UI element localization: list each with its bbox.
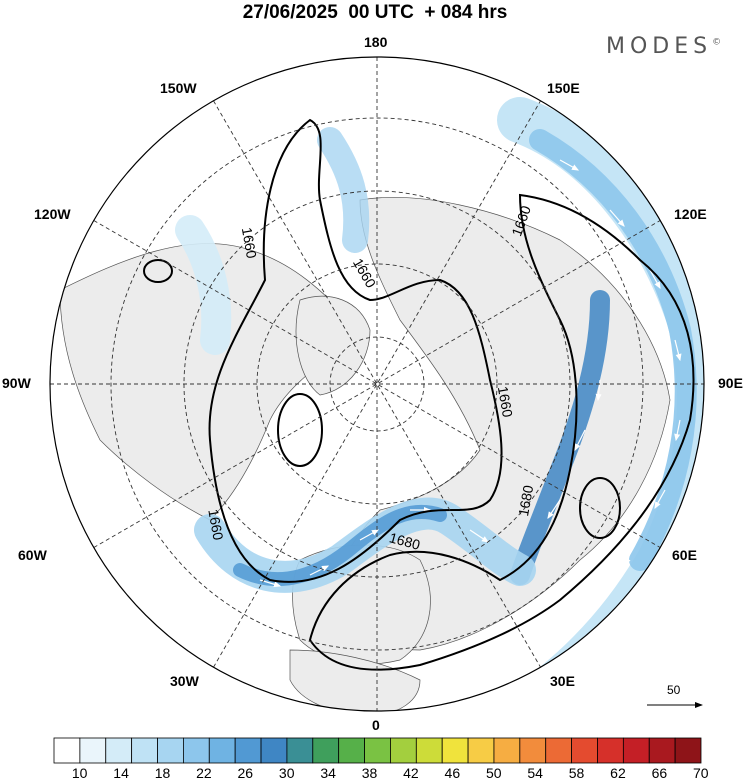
land-masses xyxy=(59,197,671,711)
brand-name: MODES xyxy=(606,34,713,59)
colorbar-swatch xyxy=(519,737,547,764)
colorbar-tick-label: 70 xyxy=(693,765,709,781)
map-border xyxy=(49,56,705,712)
lon-label-120e: 120E xyxy=(674,206,707,222)
lon-label-150w: 150W xyxy=(160,80,197,96)
lon-label-180: 180 xyxy=(364,34,388,50)
contour-label: 1680 xyxy=(515,484,536,518)
colorbar-swatch xyxy=(312,737,340,764)
wind-vector xyxy=(309,565,330,576)
wind-vector xyxy=(674,339,682,362)
graticule xyxy=(50,57,704,711)
colorbar-swatch xyxy=(493,737,521,764)
colorbar-swatch xyxy=(622,737,650,764)
colorbar-swatch xyxy=(571,737,598,764)
height-contours xyxy=(143,118,695,671)
contour-closed-low-pacific xyxy=(143,259,173,283)
colorbar-tick-label: 34 xyxy=(320,765,336,781)
lon-label-60w: 60W xyxy=(18,547,47,563)
colorbar-tick-label: 38 xyxy=(361,765,378,781)
jet-core-atlantic xyxy=(233,504,447,587)
wind-vector xyxy=(469,529,489,543)
colorbar-swatch xyxy=(234,737,262,764)
colorbar-tick-label: 22 xyxy=(196,765,212,781)
jet-band-asia-inner xyxy=(529,129,697,571)
jet-core-asia xyxy=(510,290,610,585)
colorbar-tick-label: 10 xyxy=(71,765,88,781)
colorbar-swatch xyxy=(648,737,676,764)
wind-vector xyxy=(574,429,586,452)
colorbar-tick-label: 46 xyxy=(444,765,461,781)
wind-vector xyxy=(595,379,602,402)
colorbar-tick-label: 18 xyxy=(154,765,171,781)
wind-key-label: 50 xyxy=(667,683,681,697)
wind-vector xyxy=(654,489,666,510)
lon-label-30w: 30W xyxy=(170,673,199,689)
colorbar-swatch xyxy=(286,737,314,764)
wind-vector xyxy=(559,159,580,171)
wind-vector xyxy=(359,529,380,541)
wind-vector xyxy=(674,419,681,442)
colorbar-tick-label: 66 xyxy=(651,765,668,781)
wind-scale-key: 50 xyxy=(647,683,703,708)
colorbar-swatch xyxy=(79,737,107,764)
colorbar-swatch xyxy=(467,737,495,764)
colorbar-tick-label: 62 xyxy=(610,765,626,781)
wind-vector xyxy=(649,269,661,290)
colorbar-swatch xyxy=(53,737,81,764)
lon-label-90e: 90E xyxy=(718,375,743,391)
colorbar xyxy=(53,737,702,764)
contour-label: 1660 xyxy=(239,226,260,260)
lon-label-150e: 150E xyxy=(547,80,580,96)
contour-closed-low-greenland xyxy=(277,393,323,467)
wind-vector xyxy=(615,559,631,576)
contour-labels: 1660 1660 1660 1660 1660 1680 1680 xyxy=(205,203,536,553)
lon-label-90w: 90W xyxy=(2,375,31,391)
colorbar-swatch xyxy=(260,737,288,764)
jet-band-pacific xyxy=(317,127,370,253)
contour-label: 1680 xyxy=(388,529,422,553)
lon-label-0: 0 xyxy=(372,717,380,733)
colorbar-swatch xyxy=(338,737,365,764)
contour-closed-high-east xyxy=(579,477,621,539)
colorbar-swatch xyxy=(208,737,236,764)
colorbar-swatch xyxy=(105,737,133,764)
latitude-circle xyxy=(110,117,644,651)
contour-label: 1660 xyxy=(205,508,226,542)
latitude-circle xyxy=(256,263,498,505)
contour-label: 1660 xyxy=(495,385,516,419)
colorbar-tick-label: 26 xyxy=(237,765,254,781)
colorbar-tick-label: 14 xyxy=(113,765,129,781)
copyright-mark: © xyxy=(712,37,722,48)
colorbar-swatch xyxy=(441,737,469,764)
colorbar-swatch xyxy=(157,737,184,764)
colorbar-tick-label: 50 xyxy=(485,765,502,781)
colorbar-swatch xyxy=(182,737,210,764)
colorbar-swatch xyxy=(390,737,417,764)
lon-label-120w: 120W xyxy=(34,206,71,222)
wind-vector xyxy=(547,499,561,519)
colorbar-swatch xyxy=(674,737,702,764)
contour-1660-main xyxy=(208,118,503,583)
greenland-land xyxy=(295,296,371,396)
africa-land xyxy=(289,649,421,711)
colorbar-tick-label: 54 xyxy=(527,765,543,781)
colorbar-swatch xyxy=(131,737,158,764)
colorbar-swatch xyxy=(545,737,572,764)
north-america-land xyxy=(59,243,361,521)
colorbar-swatch xyxy=(415,737,443,764)
colorbar-tick-label: 42 xyxy=(403,765,419,781)
jet-band-west xyxy=(175,215,232,355)
map-title: 27/06/2025 00 UTC + 084 hrs xyxy=(242,2,508,23)
colorbar-swatch xyxy=(364,737,391,764)
wind-vector xyxy=(609,209,625,227)
colorbar-swatch xyxy=(597,737,624,764)
colorbar-tick-label: 58 xyxy=(568,765,585,781)
colorbar-tick-label: 30 xyxy=(278,765,295,781)
contour-1680-east xyxy=(308,193,695,671)
lon-label-60e: 60E xyxy=(672,547,697,563)
modes-logo: MODES© xyxy=(606,34,721,59)
lon-label-30e: 30E xyxy=(550,673,575,689)
